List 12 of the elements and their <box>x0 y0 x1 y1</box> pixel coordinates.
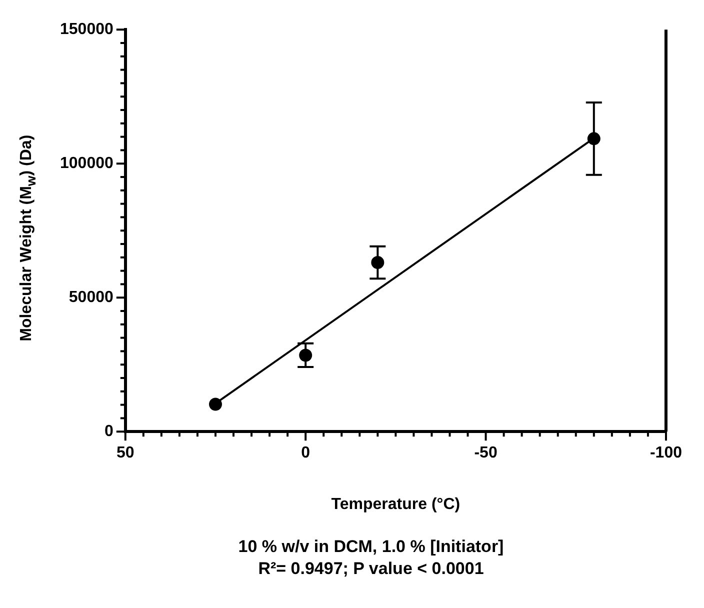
x-tick-label: -50 <box>474 444 498 462</box>
text: 10 % w/v in DCM, 1.0 % [Initiator] <box>237 536 505 558</box>
y-tick-label: 50000 <box>68 289 114 306</box>
x-tick-label: 0 <box>301 444 310 462</box>
x-axis-title: Temperature (°C) <box>331 496 460 513</box>
x-tick-label: -100 <box>650 444 682 462</box>
text: R²= 0.9497; P value < 0.0001 <box>257 558 485 580</box>
y-tick-label: 0 <box>104 423 114 440</box>
x-tick-label: 50 <box>116 444 134 462</box>
y-tick-label: 150000 <box>60 21 114 38</box>
point <box>208 398 222 411</box>
y-tick-label: 100000 <box>60 155 114 172</box>
